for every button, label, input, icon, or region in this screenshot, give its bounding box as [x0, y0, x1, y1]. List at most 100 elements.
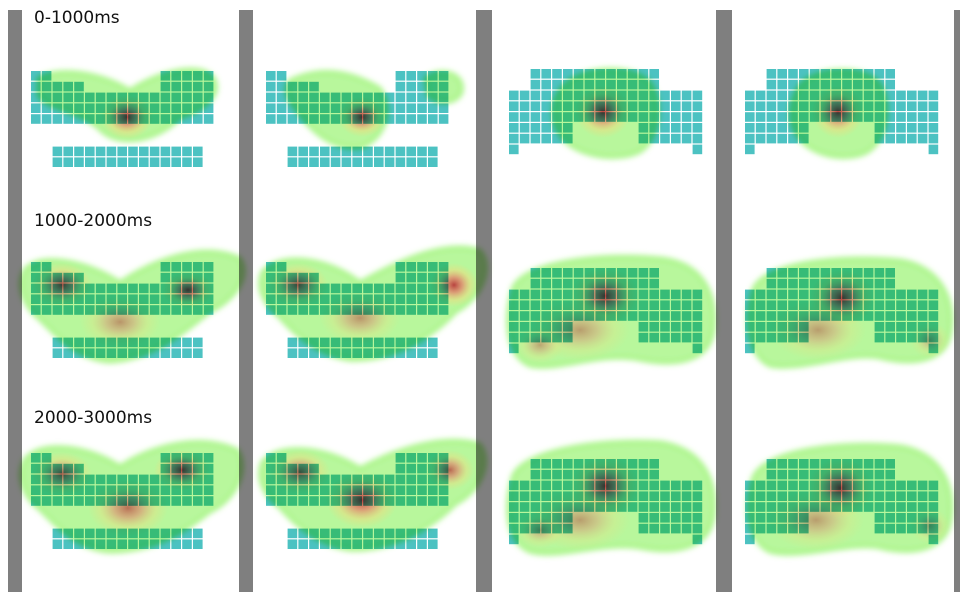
- grid-cell: [885, 90, 895, 101]
- grid-cell: [917, 112, 928, 122]
- row-label-2000-3000ms: 2000-3000ms: [34, 408, 153, 428]
- row-label-0-1000ms: 0-1000ms: [34, 8, 120, 28]
- grid-cell: [896, 101, 906, 111]
- heat-hotspot: [268, 263, 328, 307]
- grid-cell: [31, 103, 41, 113]
- grid-cell: [31, 92, 41, 103]
- grid-cell: [681, 133, 692, 144]
- grid-cell: [182, 157, 192, 167]
- grid-cell: [509, 112, 519, 122]
- grid-cell: [519, 123, 530, 133]
- heat-hotspot: [910, 508, 950, 544]
- grid-cell: [638, 69, 649, 79]
- grid-cell: [766, 123, 777, 133]
- grid-cell: [896, 90, 906, 101]
- grid-cell: [417, 146, 427, 157]
- grid-cell: [777, 90, 787, 101]
- heat-overlay: [36, 67, 218, 143]
- grid-cell: [766, 112, 777, 122]
- grid-cell: [681, 101, 692, 111]
- grid-cell: [31, 81, 41, 92]
- grid-cell: [287, 348, 298, 358]
- column-divider: [716, 10, 732, 592]
- grid-cell: [52, 337, 63, 348]
- grid-cell: [928, 123, 939, 133]
- grid-cell: [63, 539, 73, 549]
- grid-cell: [541, 90, 551, 101]
- grid-cell: [907, 133, 917, 144]
- grid-cell: [63, 114, 73, 124]
- grid-cell: [287, 114, 298, 124]
- grid-cell: [509, 90, 519, 101]
- grid-cell: [509, 144, 519, 155]
- grid-cell: [671, 90, 681, 101]
- heat-hotspot: [154, 450, 210, 490]
- heat-overlay: [746, 256, 954, 369]
- grid-cell: [777, 123, 787, 133]
- grid-cell: [907, 112, 917, 122]
- grid-cell: [552, 79, 562, 90]
- grid-cell: [171, 539, 181, 549]
- grid-cell: [85, 146, 95, 157]
- grid-cell: [363, 157, 373, 167]
- grid-cell: [660, 90, 670, 101]
- grid-cell: [519, 90, 530, 101]
- grid-cell: [417, 539, 427, 549]
- grid-cell: [341, 157, 352, 167]
- heat-hotspot: [516, 327, 564, 363]
- grid-cell: [788, 133, 798, 144]
- grid-cell: [276, 103, 287, 113]
- grid-cell: [74, 146, 84, 157]
- grid-cell: [530, 123, 541, 133]
- grid-cell: [417, 528, 427, 539]
- grid-cell: [541, 79, 551, 90]
- grid-cell: [149, 146, 160, 157]
- heat-hotspot: [320, 292, 400, 344]
- grid-cell: [428, 539, 438, 549]
- grid-cell: [649, 79, 659, 90]
- grid-cell: [766, 101, 777, 111]
- grid-cell: [287, 103, 298, 113]
- grid-cell: [128, 146, 138, 157]
- grid-cell: [519, 133, 530, 144]
- grid-cell: [106, 146, 117, 157]
- heatmap-panel: [506, 439, 717, 556]
- grid-cell: [907, 90, 917, 101]
- heat-overlay: [258, 245, 488, 362]
- grid-cell: [85, 157, 95, 167]
- grid-cell: [896, 133, 906, 144]
- grid-cell: [788, 69, 798, 79]
- grid-cell: [438, 114, 449, 124]
- grid-cell: [417, 348, 427, 358]
- grid-cell: [766, 133, 777, 144]
- grid-cell: [885, 101, 895, 111]
- grid-cell: [917, 133, 928, 144]
- grid-cell: [541, 112, 551, 122]
- heat-hotspot: [80, 296, 160, 348]
- heatmap-panel: [266, 70, 464, 167]
- grid-cell: [417, 71, 427, 81]
- grid-cell: [31, 71, 41, 81]
- heat-hotspot: [430, 263, 478, 307]
- grid-cell: [276, 71, 287, 81]
- grid-cell: [649, 133, 659, 144]
- grid-cell: [681, 123, 692, 133]
- grid-cell: [320, 157, 330, 167]
- heat-hotspot: [338, 97, 386, 137]
- grid-cell: [530, 69, 541, 79]
- grid-cell: [374, 146, 384, 157]
- grid-cell: [171, 157, 181, 167]
- grid-cell: [917, 90, 928, 101]
- grid-cell: [755, 123, 766, 133]
- grid-cell: [428, 348, 438, 358]
- grid-cell: [928, 112, 939, 122]
- grid-cell: [417, 92, 427, 103]
- grid-cell: [907, 101, 917, 111]
- grid-cell: [160, 539, 171, 549]
- grid-cell: [193, 157, 203, 167]
- heatmap-panel: [745, 256, 954, 369]
- grid-cell: [298, 157, 308, 167]
- heat-hotspot: [910, 322, 950, 358]
- heat-overlay: [551, 67, 660, 159]
